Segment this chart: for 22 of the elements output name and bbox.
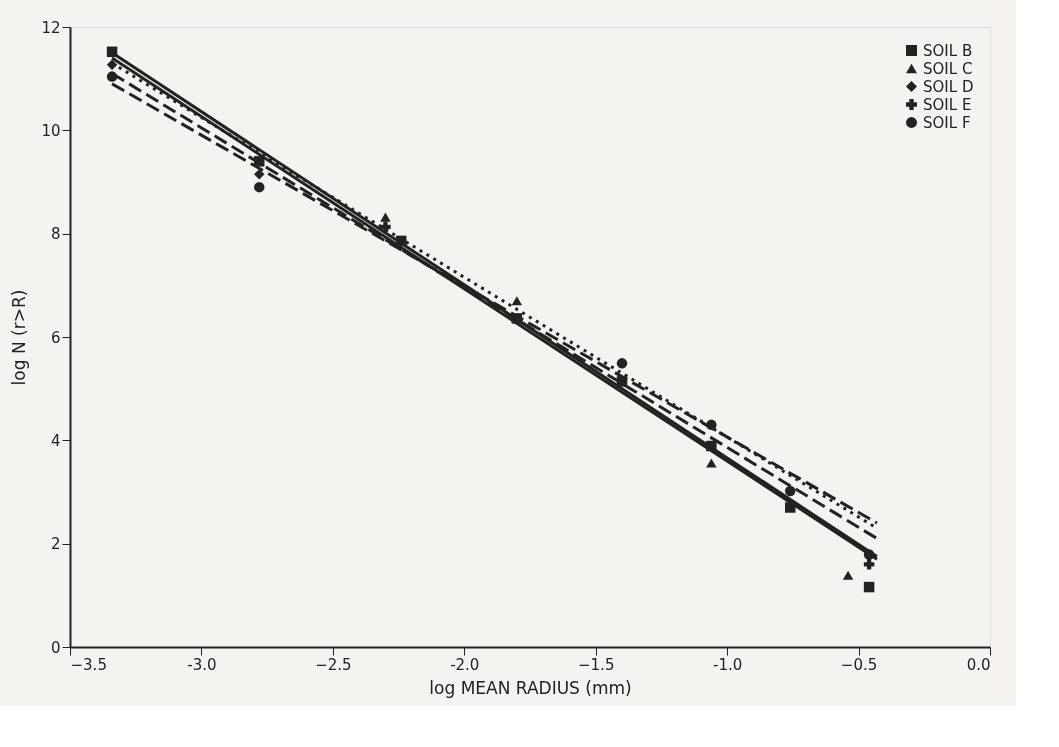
y-tick-label: 6: [50, 328, 61, 347]
y-tick-label: 0: [50, 638, 61, 657]
y-tick-label: 8: [50, 225, 61, 244]
legend-label: SOIL D: [923, 77, 974, 96]
x-tick-label: −2.5: [315, 655, 352, 674]
legend-label: SOIL F: [923, 113, 971, 132]
y-tick-label: 10: [41, 121, 61, 140]
x-tick-label: 0.0: [966, 655, 991, 674]
x-tick-label: -2.0: [450, 655, 480, 674]
x-tick-label: −1.5: [578, 655, 615, 674]
y-tick-label: 2: [50, 535, 61, 554]
legend-label: SOIL B: [923, 41, 973, 60]
y-tick-label: 12: [41, 18, 61, 37]
x-tick-label: -1.0: [713, 655, 743, 674]
x-axis-title: log MEAN RADIUS (mm): [429, 677, 632, 698]
y-axis-title: log N (r>R): [9, 289, 30, 386]
legend-label: SOIL C: [923, 59, 973, 78]
x-tick-label: -3.0: [187, 655, 217, 674]
legend-label: SOIL E: [923, 95, 972, 114]
x-tick-label: −3.5: [70, 655, 107, 674]
x-tick-label: −0.5: [840, 655, 878, 674]
y-tick-label: 4: [50, 431, 61, 450]
